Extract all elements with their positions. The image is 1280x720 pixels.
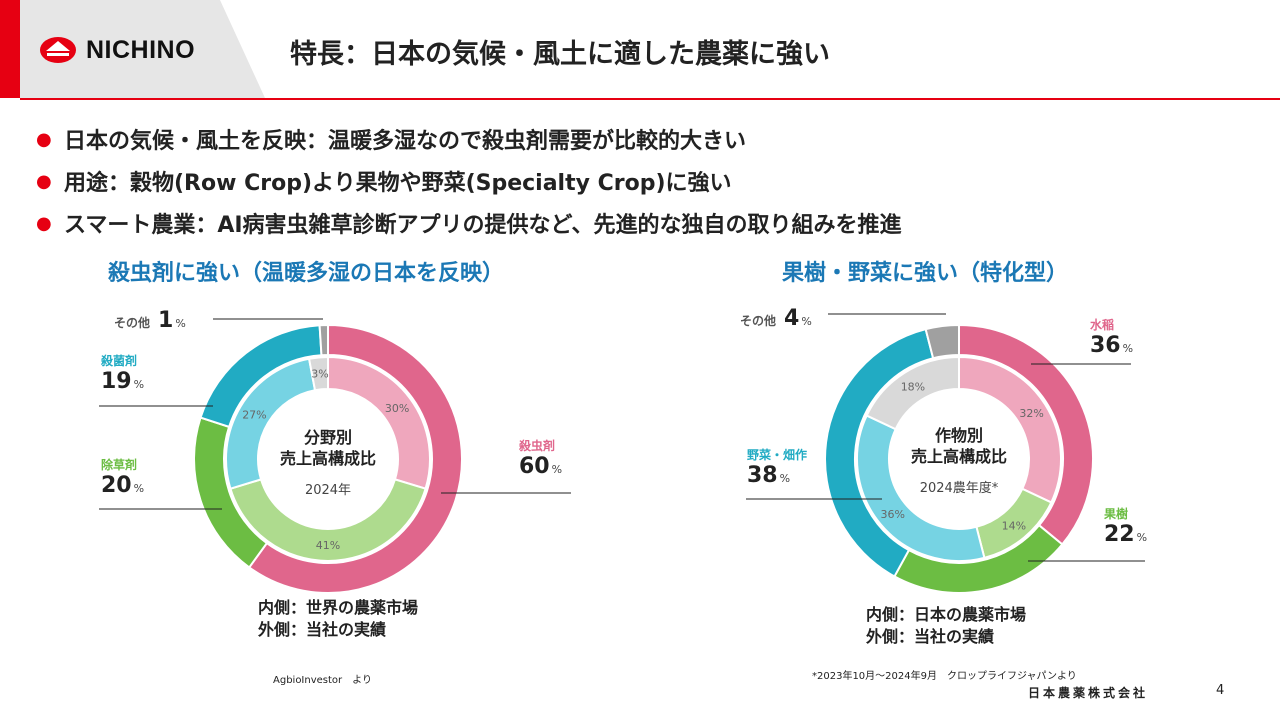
label-name: 殺虫剤	[519, 439, 556, 453]
bullet-dot-icon: ●	[36, 212, 52, 234]
logo-text: NICHINO	[86, 35, 196, 64]
label-value: 4	[784, 306, 800, 331]
label-name: 果樹	[1104, 507, 1129, 521]
chart2-inner-label-1: 14%	[1002, 519, 1026, 532]
label-unit: %	[133, 378, 145, 391]
bullet-text: スマート農業：AI病害虫雑草診断アプリの提供など、先進的な独自の取り組みを推進	[64, 213, 902, 238]
legend-inner: 内側：日本の農薬市場	[866, 605, 1027, 624]
chart1-label-insecticide: 殺虫剤 60%	[519, 437, 562, 479]
chart1-title: 殺虫剤に強い（温暖多湿の日本を反映）	[108, 261, 505, 286]
label-value: 38	[747, 463, 778, 488]
company-name: 日本農薬株式会社	[1028, 686, 1149, 700]
company-logo: NICHINO	[38, 34, 195, 66]
label-unit: %	[133, 482, 145, 495]
chart1-label-herbicide: 除草剤 20%	[101, 456, 144, 498]
chart1-inner-slice-1	[229, 478, 427, 562]
chart2-outer-slice-3	[924, 323, 960, 360]
chart2-inner-label-0: 32%	[1019, 407, 1043, 420]
chart1-outer-slice-3	[318, 323, 329, 357]
chart2-inner-slice-3	[865, 355, 960, 431]
chart2-center-label: 作物別 売上高構成比 2024農年度*	[879, 425, 1039, 496]
bullet-text: 用途：穀物(Row Crop)より果物や野菜(Specialty Crop)に強…	[64, 171, 732, 196]
chart1-legend: 内側：世界の農薬市場 外側：当社の実績	[258, 597, 418, 641]
chart2-source: *2023年10月～2024年9月 クロップライフジャパンより	[812, 671, 1077, 682]
label-name: その他	[740, 314, 777, 328]
chart2-label-fruit: 果樹 22%	[1104, 505, 1147, 547]
chart2-inner-slice-2	[856, 414, 986, 562]
center-title-1: 作物別	[934, 426, 983, 445]
label-unit: %	[175, 317, 186, 330]
nichino-logo-icon	[40, 37, 76, 63]
bullet-text: 日本の気候・風土を反映：温暖多湿なので殺虫剤需要が比較的大きい	[64, 129, 747, 154]
center-title-2: 売上高構成比	[279, 449, 376, 468]
center-subtitle: 2024農年度*	[919, 481, 999, 496]
label-value: 22	[1104, 522, 1135, 547]
label-name: 野菜・畑作	[747, 448, 808, 462]
label-name: その他	[114, 316, 151, 330]
slide-header: NICHINO 特長：日本の気候・風土に適した農薬に強い	[0, 0, 1280, 100]
chart2-label-rice: 水稲 36%	[1090, 316, 1133, 358]
chart1-inner-label-0: 30%	[385, 402, 409, 415]
label-value: 19	[101, 369, 132, 394]
bullet-list: ● 日本の気候・風土を反映：温暖多湿なので殺虫剤需要が比較的大きい ● 用途：穀…	[36, 118, 901, 244]
bullet-item: ● スマート農業：AI病害虫雑草診断アプリの提供など、先進的な独自の取り組みを推…	[36, 202, 901, 244]
label-unit: %	[779, 472, 791, 485]
chart1-outer-slice-0	[247, 323, 463, 594]
chart1-source: AgbioInvestor より	[273, 675, 372, 686]
label-unit: %	[1136, 531, 1148, 544]
legend-outer: 外側：当社の実績	[258, 620, 387, 639]
chart2-label-other: その他 4 %	[740, 306, 812, 331]
label-value: 36	[1090, 333, 1121, 358]
center-title-2: 売上高構成比	[910, 447, 1007, 466]
label-unit: %	[801, 315, 812, 328]
chart2-label-vegetable: 野菜・畑作 38%	[747, 446, 807, 488]
bullet-dot-icon: ●	[36, 128, 52, 150]
center-subtitle: 2024年	[304, 483, 352, 498]
label-value: 60	[519, 454, 550, 479]
brand-strip	[0, 0, 20, 98]
label-name: 除草剤	[101, 458, 138, 472]
bullet-item: ● 日本の気候・風土を反映：温暖多湿なので殺虫剤需要が比較的大きい	[36, 118, 901, 160]
label-unit: %	[551, 463, 563, 476]
chart2-legend: 内側：日本の農薬市場 外側：当社の実績	[866, 604, 1026, 648]
legend-outer: 外側：当社の実績	[866, 627, 995, 646]
label-name: 水稲	[1090, 318, 1115, 332]
label-name: 殺菌剤	[101, 354, 138, 368]
chart1-center-label: 分野別 売上高構成比 2024年	[248, 427, 408, 498]
chart2-inner-label-2: 36%	[881, 508, 905, 521]
label-value: 1	[158, 308, 174, 333]
bullet-dot-icon: ●	[36, 170, 52, 192]
chart2-inner-label-3: 18%	[901, 380, 925, 393]
bullet-item: ● 用途：穀物(Row Crop)より果物や野菜(Specialty Crop)…	[36, 160, 901, 202]
chart1-label-fungicide: 殺菌剤 19%	[101, 352, 144, 394]
chart1-inner-label-3: 3%	[311, 367, 328, 380]
page-title: 特長：日本の気候・風土に適した農薬に強い	[290, 39, 830, 70]
page-number: 4	[1216, 683, 1225, 698]
header-divider	[20, 98, 1280, 100]
label-value: 20	[101, 473, 132, 498]
center-title-1: 分野別	[303, 428, 352, 447]
chart2-title: 果樹・野菜に強い（特化型）	[782, 261, 1069, 286]
chart1-inner-label-2: 27%	[242, 408, 266, 421]
label-unit: %	[1122, 342, 1134, 355]
chart1-inner-slice-3	[307, 355, 329, 392]
chart1-label-other: その他 1 %	[114, 308, 186, 333]
chart1-inner-label-1: 41%	[316, 539, 340, 552]
legend-inner: 内側：世界の農薬市場	[258, 598, 419, 617]
